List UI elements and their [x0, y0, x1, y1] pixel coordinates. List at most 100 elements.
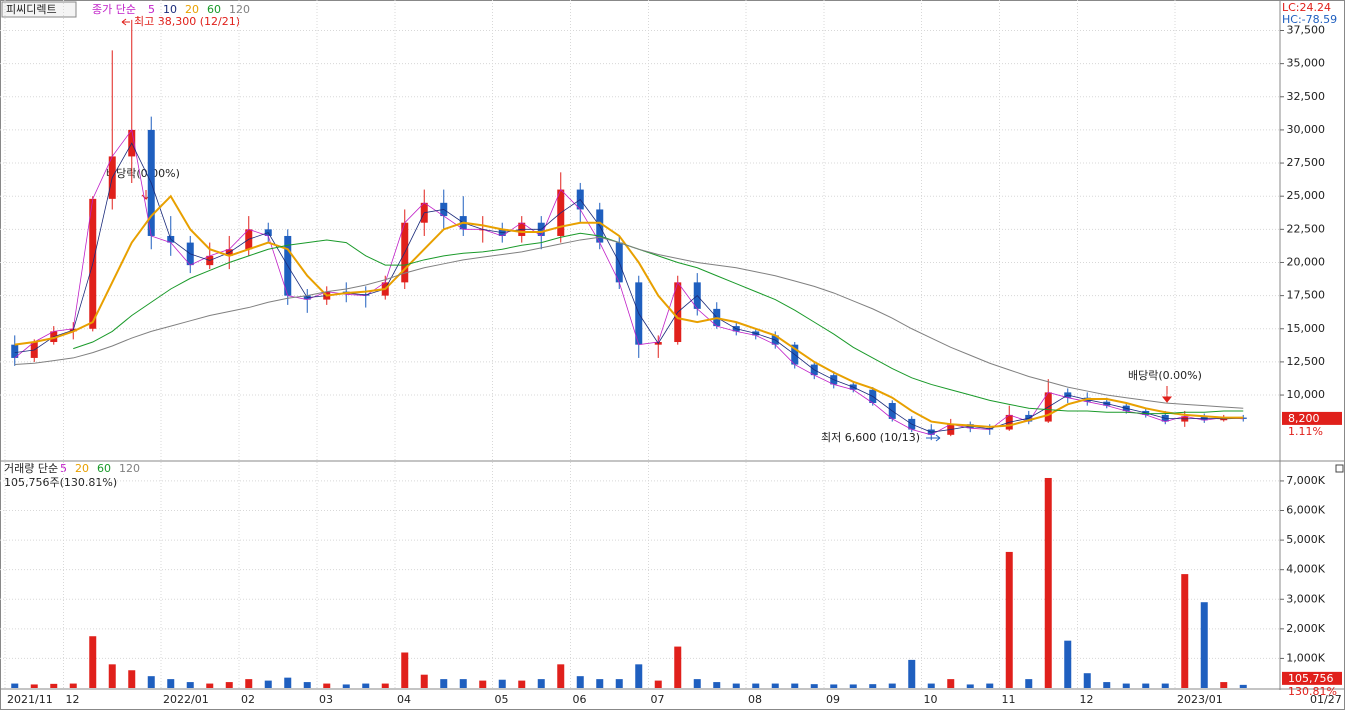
y-tick-label: 7,000K [1286, 474, 1325, 487]
volume-bar [947, 679, 955, 688]
y-tick-label: 25,000 [1287, 189, 1326, 202]
x-tick-label: 06 [573, 693, 587, 706]
x-tick-label: 08 [748, 693, 762, 706]
y-tick-label: 22,500 [1287, 222, 1326, 235]
volume-bar [752, 683, 760, 688]
volume-tag [1282, 671, 1342, 685]
volume-bar [89, 636, 97, 688]
volume-bar [1161, 683, 1169, 688]
y-tick-label: 17,500 [1287, 289, 1326, 302]
volume-bar [1239, 684, 1247, 688]
volume-bar [1044, 477, 1052, 688]
y-tick-label: 2,000K [1286, 622, 1325, 635]
volume-bar [50, 683, 58, 688]
y-tick-label: 20,000 [1287, 255, 1326, 268]
volume-bar [810, 684, 818, 688]
legend-entry: 20 [75, 462, 89, 475]
volume-bar [576, 676, 584, 688]
volume-bar [30, 684, 38, 688]
volume-bar [167, 679, 175, 688]
volume-bar [654, 680, 662, 688]
volume-bar [108, 664, 116, 688]
ratio-tag: 130.81% [1288, 685, 1337, 698]
volume-bar [264, 680, 272, 688]
last-date: 01/27 [1310, 693, 1342, 706]
x-tick-label: 11 [1002, 693, 1016, 706]
volume-bar [459, 679, 467, 688]
volume-bar [147, 676, 155, 688]
volume-bar [966, 684, 974, 688]
volume-bar [1025, 679, 1033, 688]
volume-bar [362, 683, 370, 688]
volume-bar [1083, 673, 1091, 688]
x-tick-label: 10 [924, 693, 938, 706]
volume-bar [225, 682, 233, 688]
legend-entry: 60 [97, 462, 111, 475]
y-tick-label: 1,000K [1286, 651, 1325, 664]
y-tick-label: 30,000 [1287, 123, 1326, 136]
x-tick-label: 05 [495, 693, 509, 706]
volume-bar [440, 679, 448, 688]
legend-entry: 120 [119, 462, 140, 475]
y-tick-label: 32,500 [1287, 90, 1326, 103]
candle-body [11, 344, 19, 358]
dividend-annotation: 배당락(0.00%) [106, 167, 180, 180]
volume-bar [1142, 683, 1150, 688]
volume-bar [557, 664, 565, 688]
stock-name: 피씨디렉트 [6, 3, 57, 16]
y-tick-label: 15,000 [1287, 322, 1326, 335]
legend-entry: 5 [148, 3, 155, 16]
price-tag-label: 8,200 [1288, 412, 1320, 425]
volume-bar [284, 677, 292, 688]
volume-bar [1122, 683, 1130, 688]
x-tick-label: 09 [826, 693, 840, 706]
volume-bar [537, 679, 545, 688]
volume-bar [927, 683, 935, 688]
volume-bar [69, 683, 77, 688]
ma-label: 종가 단순 [92, 3, 136, 16]
lc: LC:24.24 [1282, 1, 1331, 14]
y-tick-label: 4,000K [1286, 563, 1325, 576]
close-pane-button[interactable] [1335, 464, 1344, 473]
stock-name-box[interactable] [1, 1, 77, 18]
volume-bar [401, 652, 409, 688]
volume-bar [693, 679, 701, 688]
volume-bar [186, 682, 194, 688]
volume-bar [128, 670, 136, 688]
ma-line [14, 142, 1244, 433]
volume-bar [518, 680, 526, 688]
volume-bar [342, 684, 350, 688]
ma-line [73, 232, 1244, 415]
x-tick-label: 07 [651, 693, 665, 706]
volume-bar [1064, 640, 1072, 688]
volume-bar [908, 659, 916, 688]
volume-bar [206, 683, 214, 688]
volume-bar [888, 683, 896, 688]
x-tick-label: 2021/11 [7, 693, 53, 706]
x-tick-label: 12 [1080, 693, 1094, 706]
volume-bar [771, 683, 779, 688]
volume-bar [674, 646, 682, 688]
volume-bar [615, 679, 623, 688]
volume-bar [11, 683, 19, 688]
volume-bar [303, 682, 311, 688]
ma-line [14, 194, 1244, 428]
volume-bar [479, 680, 487, 688]
volume-legend: 52060120 [60, 462, 140, 475]
volume-bar [791, 683, 799, 688]
volume-bar [245, 679, 253, 688]
y-tick-label: 37,500 [1287, 23, 1326, 36]
volume-bar [1181, 574, 1189, 688]
legend-entry: 10 [163, 3, 177, 16]
x-tick-label: 12 [66, 693, 80, 706]
volume-bar [1103, 682, 1111, 688]
volume-bar [596, 679, 604, 688]
volume-bar [713, 682, 721, 688]
volume-bar [1220, 682, 1228, 688]
volume-bar [986, 683, 994, 688]
volume-info: 105,756주(130.81%) [4, 476, 117, 489]
candle-body [479, 229, 487, 231]
low-annotation: 최저 6,600 (10/13) [821, 431, 920, 444]
y-tick-label: 10,000 [1287, 388, 1326, 401]
volume-tag-label: 105,756 [1288, 672, 1334, 685]
